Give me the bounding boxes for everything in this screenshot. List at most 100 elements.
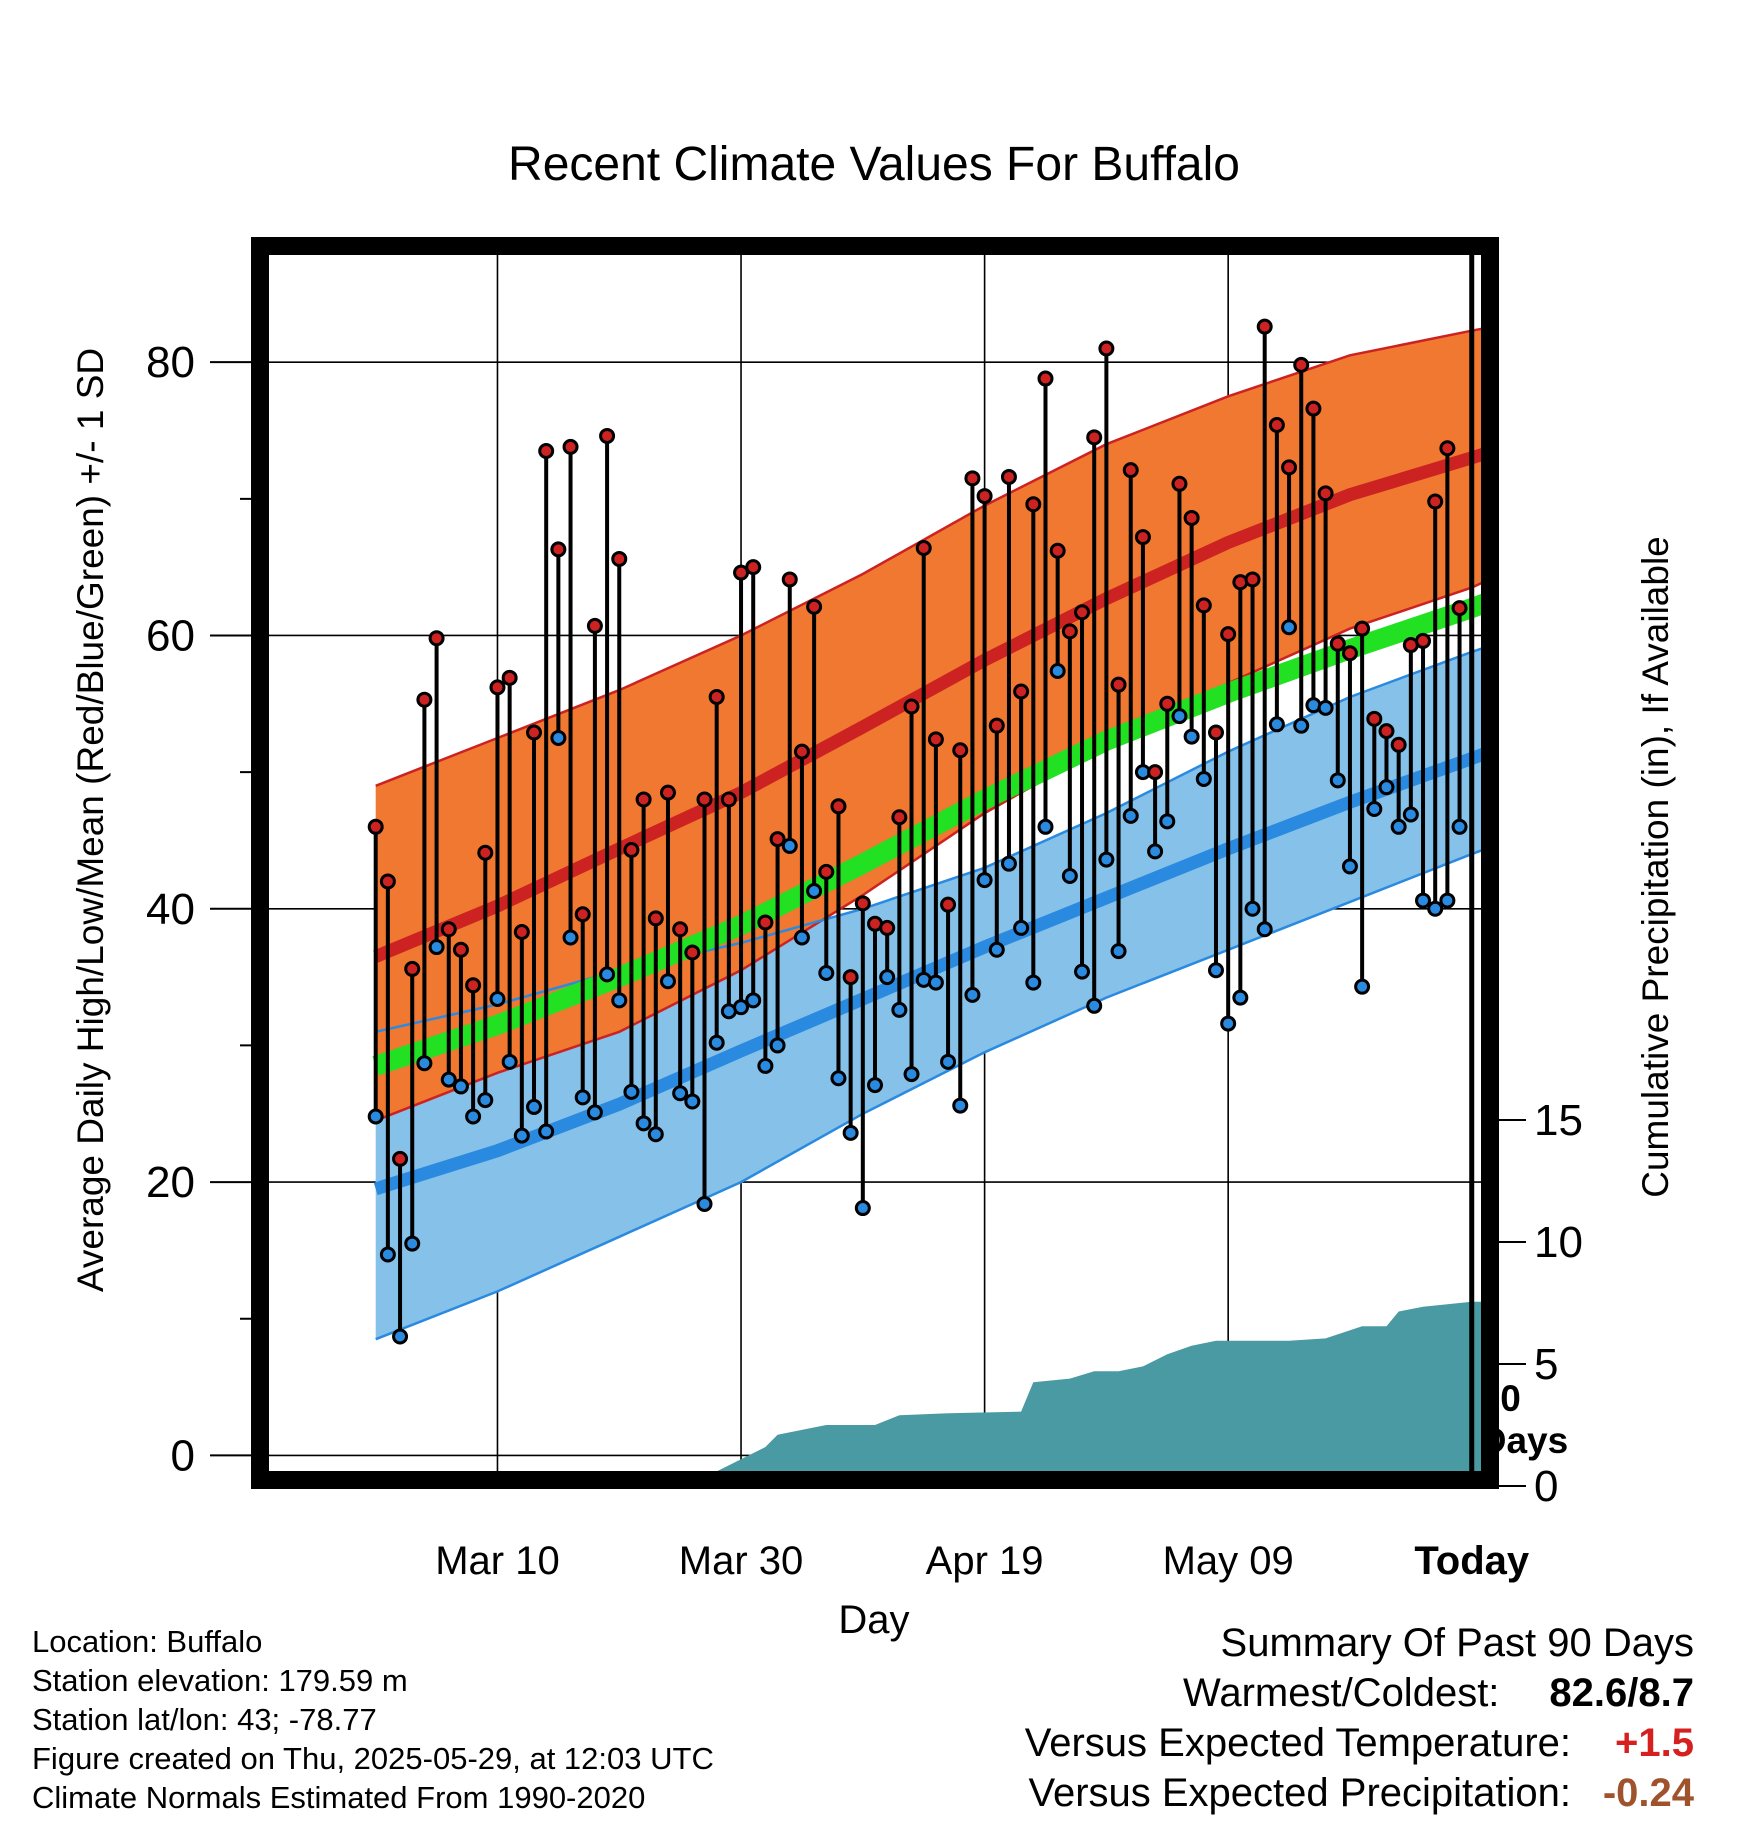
daily-high-point	[428, 630, 445, 647]
daily-low-point	[367, 1108, 384, 1125]
daily-high-point	[404, 960, 421, 977]
daily-high-point	[1086, 429, 1103, 446]
daily-high-point	[818, 863, 835, 880]
daily-high-point	[830, 798, 847, 815]
daily-low-point	[842, 1124, 859, 1141]
daily-low-point	[1232, 989, 1249, 1006]
daily-high-point	[672, 921, 689, 938]
daily-low-point	[538, 1123, 555, 1140]
daily-high-point	[757, 914, 774, 931]
daily-high-point	[927, 731, 944, 748]
daily-low-point	[379, 1246, 396, 1263]
daily-low-point	[769, 1037, 786, 1054]
daily-low-point	[879, 969, 896, 986]
daily-high-point	[477, 844, 494, 861]
daily-high-point	[879, 919, 896, 936]
chart-title: Recent Climate Values For Buffalo	[508, 138, 1240, 191]
daily-low-point	[1268, 716, 1285, 733]
daily-low-point	[586, 1104, 603, 1121]
y-tick-label: 60	[146, 611, 195, 660]
x-tick-label: Today	[1414, 1539, 1530, 1583]
daily-high-point	[489, 679, 506, 696]
daily-high-point	[976, 488, 993, 505]
daily-high-point	[367, 818, 384, 835]
daily-high-point	[793, 743, 810, 760]
daily-high-point	[952, 742, 969, 759]
daily-low-point	[1256, 921, 1273, 938]
y-tick-label: 80	[146, 338, 195, 387]
daily-low-point	[635, 1115, 652, 1132]
location-text: Location: Buffalo	[32, 1624, 263, 1659]
precip-departure-row: Versus Expected Precipitation: -0.24	[794, 1768, 1694, 1818]
daily-low-point	[1147, 843, 1164, 860]
daily-low-point	[708, 1034, 725, 1051]
daily-low-point	[452, 1078, 469, 1095]
daily-low-point	[1378, 779, 1395, 796]
elevation-text: Station elevation: 179.59 m	[32, 1663, 408, 1698]
daily-high-point	[599, 427, 616, 444]
daily-high-point	[1147, 764, 1164, 781]
daily-low-point	[867, 1077, 883, 1094]
daily-low-point	[1049, 662, 1066, 679]
daily-high-point	[1244, 571, 1261, 588]
daily-high-point	[379, 873, 396, 890]
daily-low-point	[1000, 855, 1017, 872]
daily-high-point	[440, 921, 457, 938]
daily-low-point	[647, 1126, 664, 1143]
daily-high-point	[806, 598, 823, 615]
daily-low-point	[940, 1053, 957, 1070]
daily-high-point	[611, 550, 628, 567]
daily-high-point	[562, 438, 579, 455]
clipped-plot-group	[260, 246, 1490, 1480]
daily-low-point	[416, 1055, 433, 1072]
daily-high-point	[769, 831, 786, 848]
daily-low-point	[392, 1328, 409, 1345]
daily-low-point	[1390, 818, 1407, 835]
daily-high-point	[1293, 356, 1310, 373]
daily-low-point	[477, 1092, 494, 1109]
daily-high-point	[1220, 626, 1237, 643]
daily-low-point	[501, 1053, 518, 1070]
daily-low-point	[1415, 892, 1432, 909]
warmest-coldest-row: Warmest/Coldest: 82.6/8.7	[794, 1668, 1694, 1718]
warmest-coldest-label: Warmest/Coldest:	[1183, 1671, 1500, 1715]
daily-low-point	[1207, 962, 1224, 979]
daily-high-point	[745, 559, 762, 576]
summary-title: Summary Of Past 90 Days	[1220, 1621, 1694, 1665]
today-label-90: 90	[1480, 1378, 1521, 1419]
x-axis-label: Day	[838, 1598, 909, 1642]
daily-high-point	[659, 784, 676, 801]
daily-low-point	[1366, 801, 1383, 818]
daily-low-point	[830, 1070, 847, 1087]
daily-high-point	[1329, 635, 1346, 652]
daily-low-point	[1183, 728, 1200, 745]
x-tick-label: Apr 19	[926, 1539, 1044, 1583]
daily-low-point	[952, 1097, 969, 1114]
today-label-days: Days	[1480, 1420, 1568, 1461]
daily-low-point	[976, 872, 993, 889]
temp-departure-label: Versus Expected Temperature:	[1024, 1721, 1571, 1765]
daily-low-point	[465, 1108, 482, 1125]
temp-departure-value: +1.5	[1615, 1721, 1694, 1765]
daily-low-point	[1098, 851, 1115, 868]
normals-text: Climate Normals Estimated From 1990-2020	[32, 1780, 646, 1815]
daily-low-point	[964, 986, 981, 1003]
daily-high-point	[1110, 676, 1127, 693]
daily-high-point	[1061, 623, 1078, 640]
temp-departure-row: Versus Expected Temperature: +1.5	[794, 1718, 1694, 1768]
daily-low-point	[428, 939, 445, 956]
daily-low-point	[793, 929, 810, 946]
daily-high-point	[526, 724, 543, 741]
daily-low-point	[1329, 772, 1346, 789]
daily-low-point	[1354, 978, 1371, 995]
daily-high-point	[854, 895, 871, 912]
daily-low-point	[513, 1127, 530, 1144]
daily-low-point	[526, 1098, 543, 1115]
daily-low-point	[1074, 963, 1091, 980]
daily-low-point	[806, 883, 823, 900]
daily-low-point	[562, 929, 579, 946]
x-tick-label: Mar 30	[679, 1539, 804, 1583]
daily-high-point	[647, 910, 664, 927]
